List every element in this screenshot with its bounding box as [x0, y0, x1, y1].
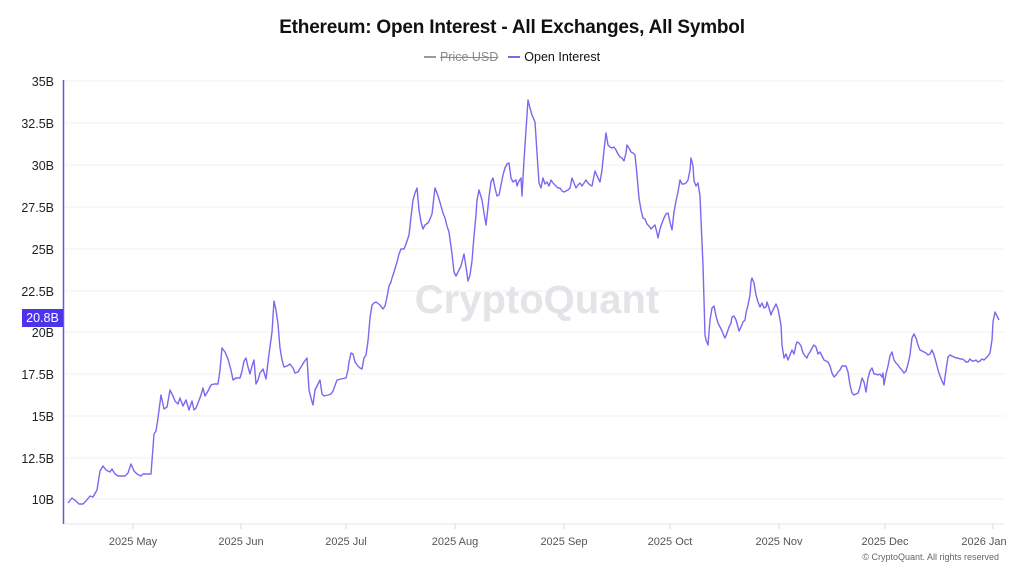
y-tick-label: 25B — [32, 243, 54, 257]
legend-swatch-price-icon — [423, 56, 436, 58]
gridlines — [65, 80, 1004, 500]
legend-item-open-interest[interactable]: Open Interest — [508, 50, 600, 64]
y-tick-label: 35B — [32, 75, 54, 89]
legend-label: Open Interest — [524, 50, 601, 64]
x-tick-label: 2025 Dec — [861, 536, 909, 548]
y-tick-label: 32.5B — [21, 117, 54, 131]
x-tick-label: 2025 Nov — [755, 536, 803, 548]
x-tick-label: 2025 Jul — [325, 536, 367, 548]
legend-label: Price USD — [439, 50, 499, 64]
y-tick-label: 12.5B — [21, 452, 54, 466]
y-tick-label: 22.5B — [21, 285, 54, 299]
x-tick-label: 2026 Jan — [961, 536, 1006, 548]
open-interest-line[interactable] — [67, 99, 1000, 505]
y-tick-label: 17.5B — [21, 368, 54, 382]
y-tick-label: 20B — [32, 326, 54, 340]
x-tick-label: 2025 Oct — [648, 536, 693, 548]
x-tick-label: 2025 Aug — [432, 536, 479, 548]
x-tick-label: 2025 May — [109, 536, 158, 548]
current-value-badge: 20.8B — [22, 309, 63, 327]
watermark-logo: CryptoQuant — [415, 278, 659, 322]
y-tick-label: 27.5B — [21, 201, 54, 215]
copyright-footer: © CryptoQuant. All rights reserved — [862, 552, 999, 562]
x-tick-label: 2025 Sep — [540, 536, 587, 548]
y-axis-labels: 35B 32.5B 30B 27.5B 25B 22.5B 20B 17.5B … — [21, 75, 54, 507]
chart-title: Ethereum: Open Interest - All Exchanges,… — [279, 17, 745, 38]
legend-swatch-oi-icon — [508, 56, 521, 58]
x-axis-labels: 2025 May 2025 Jun 2025 Jul 2025 Aug 2025… — [109, 536, 1007, 548]
y-tick-label: 10B — [32, 493, 54, 507]
y-tick-label: 15B — [32, 410, 54, 424]
x-axis-ticks — [132, 524, 994, 529]
x-tick-label: 2025 Jun — [218, 536, 263, 548]
legend-item-price-usd[interactable]: Price USD — [423, 50, 499, 64]
y-tick-label: 30B — [32, 159, 54, 173]
chart-legend: Price USD Open Interest — [0, 50, 1024, 64]
